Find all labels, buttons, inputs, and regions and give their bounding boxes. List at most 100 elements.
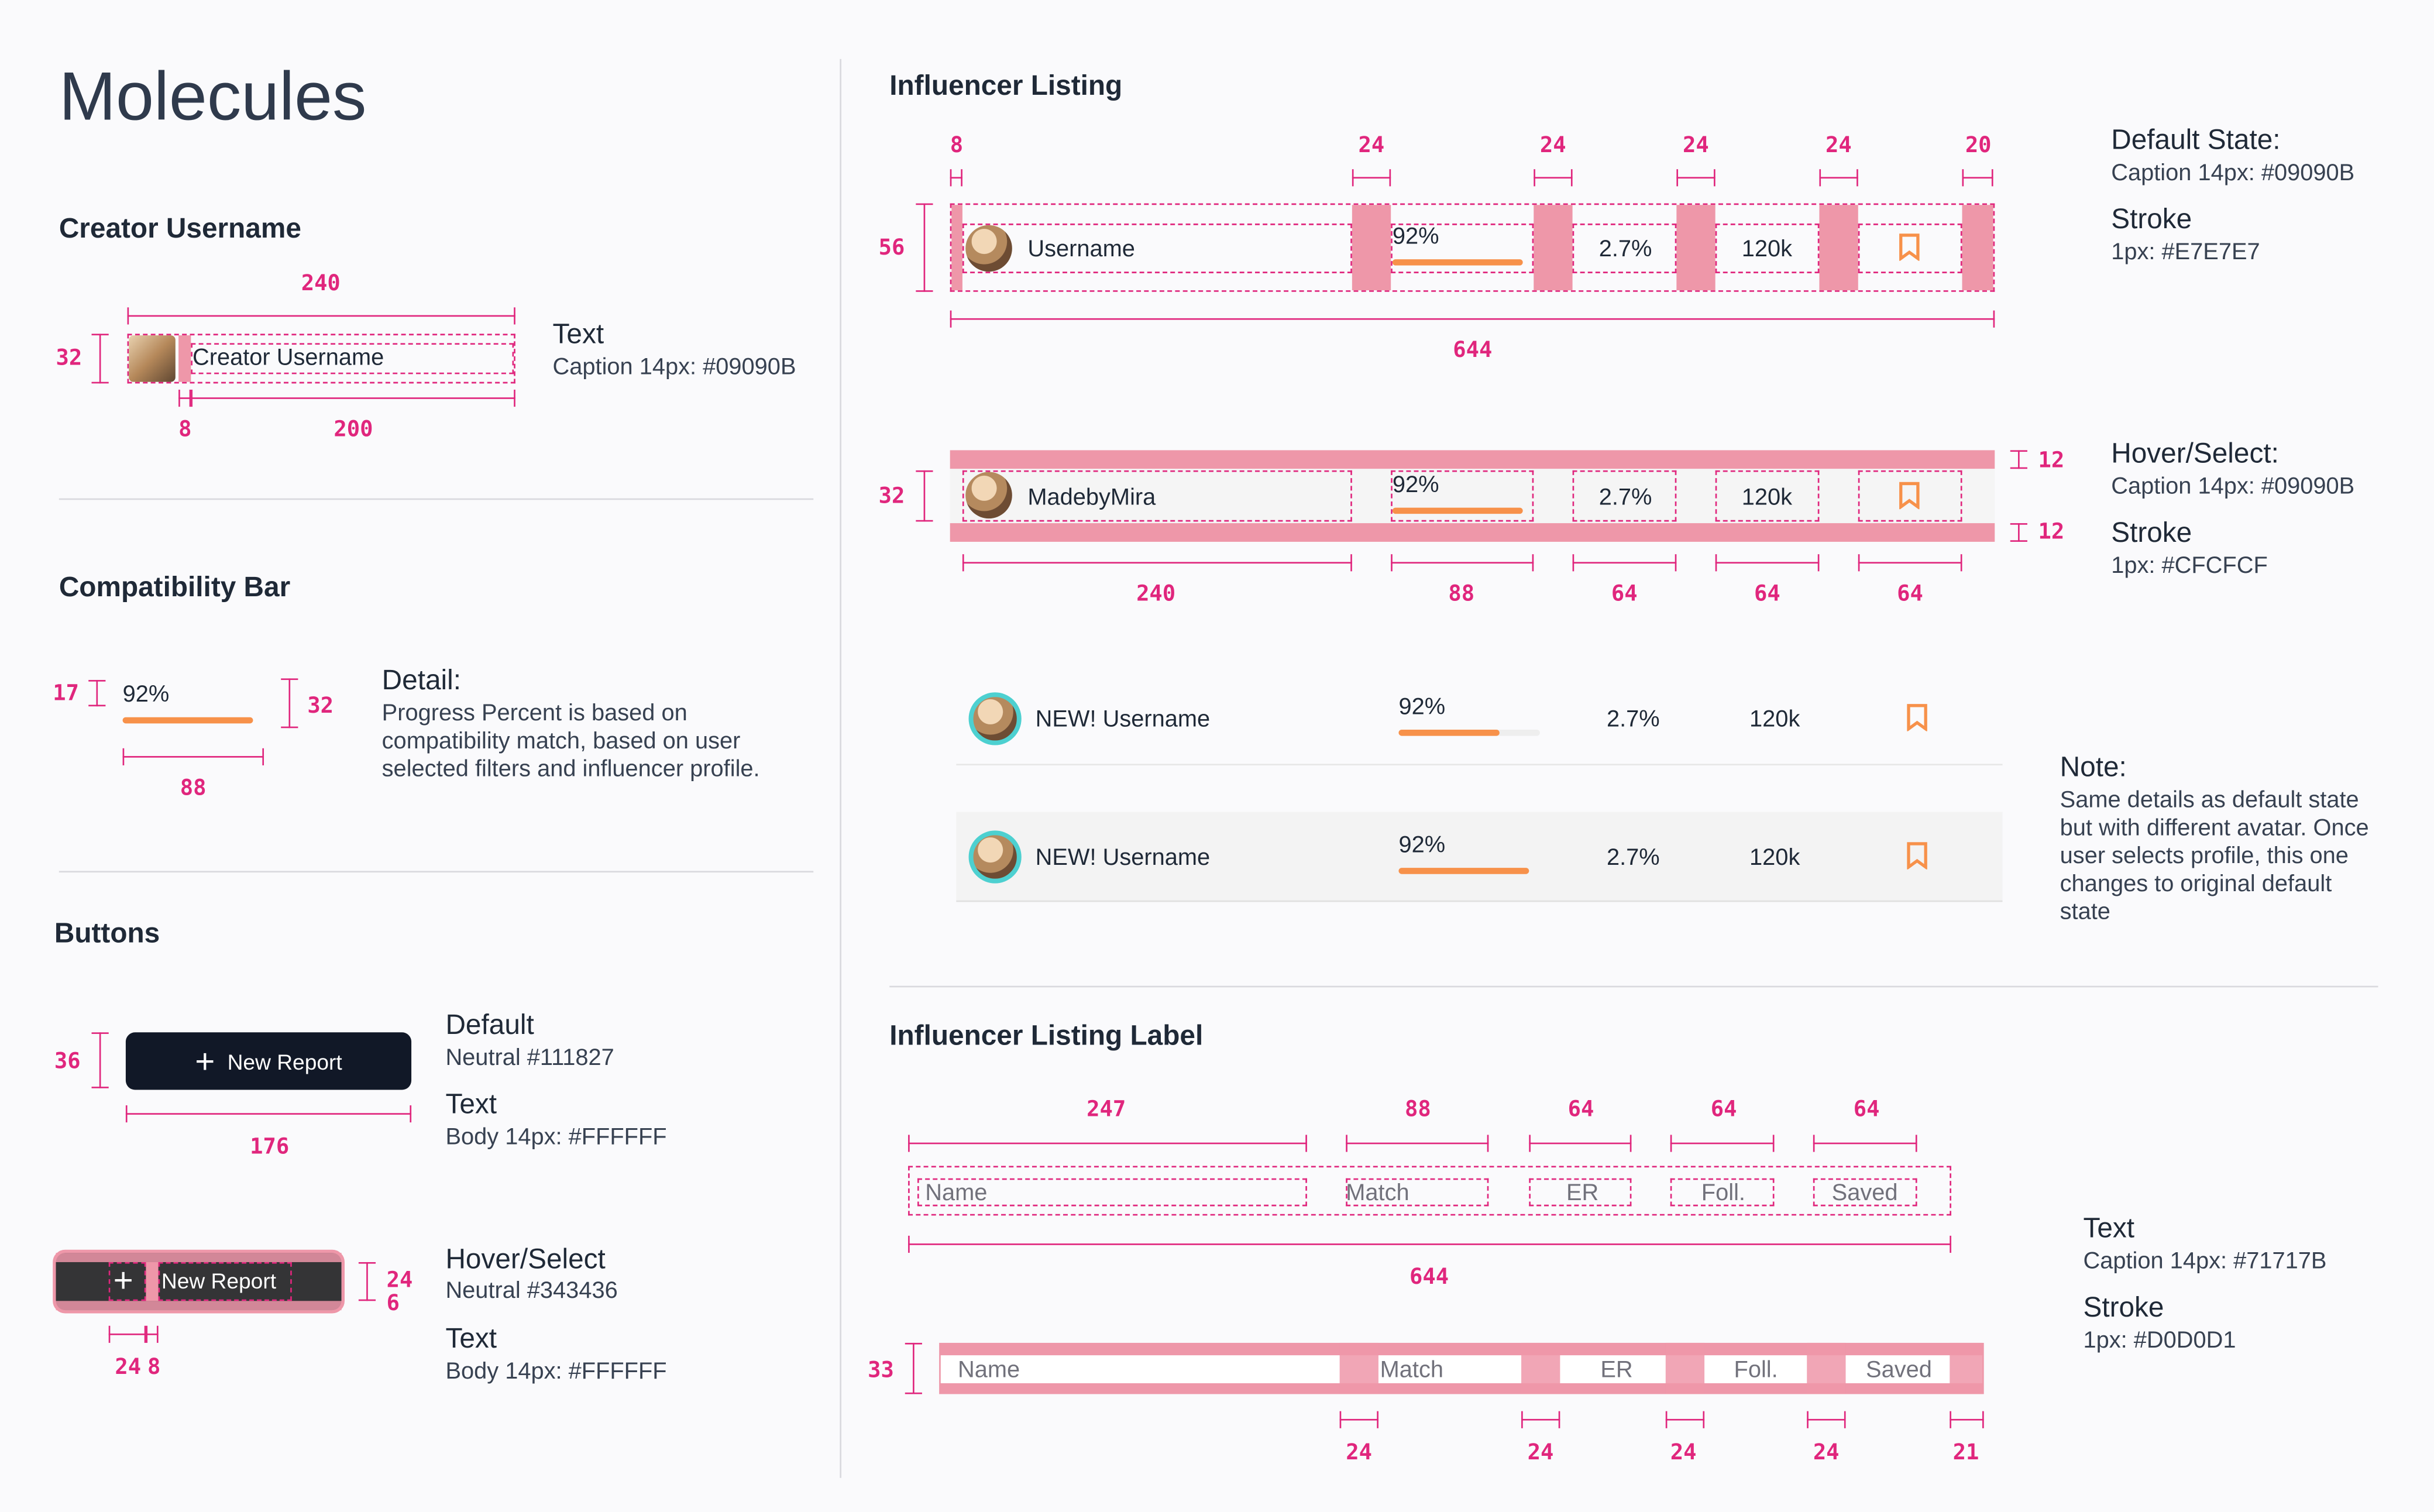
label-saved[interactable]: Saved — [1831, 1180, 1898, 1207]
dim-line-d4 — [1676, 169, 1716, 187]
row2-foll-cell — [1715, 470, 1820, 522]
dim-line-label-height — [905, 1342, 922, 1394]
label-name[interactable]: Name — [925, 1180, 988, 1207]
dim-line-total — [950, 310, 1995, 328]
row1-avatar — [965, 225, 1012, 272]
compat-bar-title: Compatibility Bar — [59, 571, 291, 603]
label-foll[interactable]: Foll. — [1701, 1180, 1745, 1207]
dim-label-c5: 64 — [1897, 582, 1923, 607]
buttons-title: Buttons — [54, 917, 160, 949]
label-cell-er — [1529, 1178, 1632, 1207]
row1-gap-3 — [1676, 205, 1716, 291]
dim-label-c2: 88 — [1448, 582, 1475, 607]
row4-foll: 120k — [1749, 844, 1800, 871]
row2-avatar — [965, 472, 1012, 519]
dim-line-compat-text — [88, 680, 106, 707]
creator-avatar[interactable] — [129, 335, 176, 382]
dim-line-c1 — [962, 554, 1352, 572]
dim-line-compat-height — [281, 678, 298, 728]
row2-er: 2.7% — [1598, 484, 1652, 511]
row2-name[interactable]: MadebyMira — [1027, 484, 1156, 511]
row4-er: 2.7% — [1606, 844, 1660, 871]
default-stroke-title: Stroke — [2111, 203, 2192, 235]
row1-pad-right — [1962, 205, 1993, 291]
dim-line-gap-4 — [1807, 1411, 1846, 1428]
label-stroke-detail: 1px: #D0D0D1 — [2083, 1327, 2236, 1354]
divider-3 — [889, 985, 2378, 988]
listing-row-default[interactable] — [950, 203, 1995, 292]
row1-gap-2 — [1534, 205, 1573, 291]
dim-label-compat-width: 88 — [180, 776, 207, 801]
row2-pad-top — [950, 450, 1995, 469]
dim-label-icon-width: 24 — [115, 1355, 142, 1380]
dim-line-d2 — [1352, 169, 1391, 187]
row3-name[interactable]: NEW! Username — [1035, 706, 1211, 733]
listing-row-new-hover[interactable] — [956, 812, 2003, 902]
label2-er[interactable]: ER — [1600, 1356, 1633, 1383]
dim-label-hover-top: 12 — [2038, 448, 2065, 474]
dim-label-col-name: 247 — [1087, 1097, 1126, 1123]
row2-saved-cell — [1858, 470, 1962, 522]
row1-gap-4 — [1819, 205, 1858, 291]
hover-stroke-title: Stroke — [2111, 517, 2192, 548]
dim-line-hover-height — [916, 470, 933, 522]
dim-line-d3 — [1534, 169, 1573, 187]
dim-line-gap-2 — [1521, 1411, 1560, 1428]
row1-match: 92% — [1392, 224, 1439, 250]
dim-line-hover-top — [2010, 450, 2027, 469]
dim-label-gap-2: 24 — [1527, 1441, 1554, 1466]
row3-bookmark-icon[interactable] — [1906, 703, 1928, 731]
row4-bookmark-icon[interactable] — [1906, 841, 1928, 870]
dim-line-label-total — [908, 1235, 1951, 1253]
row2-match: 92% — [1392, 472, 1439, 499]
row1-bookmark-icon[interactable] — [1899, 233, 1920, 261]
dim-label-d3: 24 — [1539, 133, 1566, 159]
dim-line-col-saved — [1813, 1135, 1917, 1152]
row3-avatar-ring — [968, 692, 1022, 745]
dim-label-gap-1: 24 — [1346, 1441, 1372, 1466]
label-gap-4 — [1807, 1342, 1846, 1394]
row3-match: 92% — [1398, 693, 1446, 721]
label2-foll[interactable]: Foll. — [1734, 1356, 1778, 1383]
compat-percent: 92% — [122, 681, 170, 708]
label-cell-saved — [1813, 1178, 1917, 1207]
dim-label-gap: 8 — [178, 417, 192, 443]
default-stroke-detail: 1px: #E7E7E7 — [2111, 239, 2260, 266]
row1-name-cell — [962, 224, 1352, 273]
label-er[interactable]: ER — [1566, 1180, 1599, 1207]
button-text-detail-1: Body 14px: #FFFFFF — [445, 1123, 667, 1150]
dim-line-d5 — [1819, 169, 1858, 187]
listing-row-new[interactable] — [956, 673, 2003, 765]
dim-label-d6: 20 — [1965, 133, 1992, 159]
dim-line-c5 — [1858, 554, 1962, 572]
label2-name[interactable]: Name — [957, 1356, 1020, 1383]
creator-text-box — [191, 343, 514, 374]
new-report-button[interactable]: + New Report — [125, 1032, 412, 1090]
row1-match-bar — [1392, 259, 1523, 266]
dim-label-label-height: 33 — [868, 1358, 894, 1383]
dim-line-button-width — [125, 1105, 412, 1123]
row1-foll-cell — [1715, 224, 1820, 273]
dim-line-gap-1 — [1339, 1411, 1378, 1428]
dim-label-icon-height: 24 — [386, 1268, 413, 1294]
creator-note-title: Text — [552, 318, 604, 349]
label-match[interactable]: Match — [1346, 1180, 1409, 1207]
label2-saved[interactable]: Saved — [1866, 1356, 1932, 1383]
row1-name[interactable]: Username — [1027, 236, 1135, 263]
hover-stroke-detail: 1px: #CFCFCF — [2111, 552, 2268, 579]
row1-foll: 120k — [1741, 236, 1793, 263]
hover-button-pad-top — [56, 1253, 342, 1262]
creator-note-detail: Caption 14px: #09090B — [552, 353, 796, 381]
label-text-title: Text — [2083, 1212, 2135, 1244]
row4-name[interactable]: NEW! Username — [1035, 844, 1211, 871]
listing-row-hover[interactable] — [950, 469, 1995, 524]
row2-bookmark-icon[interactable] — [1899, 481, 1920, 510]
button-hover-color: Neutral #343436 — [445, 1277, 618, 1304]
dim-label-compat-text: 17 — [53, 681, 79, 707]
dim-label-gap-h: 8 — [147, 1355, 161, 1380]
dim-line-hover-bottom — [2010, 523, 2027, 542]
hover-button-pad-bottom — [56, 1301, 342, 1311]
label2-match[interactable]: Match — [1380, 1356, 1444, 1383]
creator-username-text[interactable]: Creator Username — [192, 344, 384, 372]
